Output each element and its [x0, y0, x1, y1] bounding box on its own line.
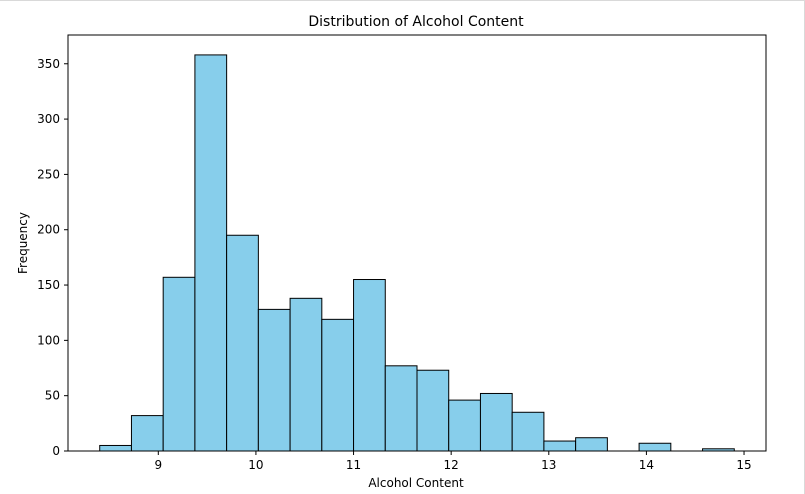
x-axis-ticks: 9 10 11 12 13 14 15	[154, 451, 752, 472]
y-axis-label: Frequency	[16, 212, 30, 274]
x-tick-label: 9	[154, 458, 162, 472]
y-tick-label: 250	[37, 167, 60, 181]
histogram-bar	[226, 234, 259, 452]
y-tick-label: 150	[37, 278, 60, 292]
x-tick-label: 12	[444, 458, 459, 472]
x-tick-label: 14	[639, 458, 654, 472]
histogram-bar	[479, 392, 513, 452]
histogram-bar	[257, 308, 291, 452]
histogram-bar	[543, 440, 577, 452]
histogram-bar	[511, 411, 545, 452]
histogram-bar	[162, 276, 196, 452]
x-tick-label: 15	[736, 458, 751, 472]
x-tick-label: 13	[541, 458, 556, 472]
histogram-bar	[353, 279, 386, 452]
histogram-bar	[194, 54, 228, 452]
histogram-bar	[99, 444, 132, 452]
histogram-bar	[130, 415, 164, 452]
x-tick-label: 10	[248, 458, 263, 472]
histogram-bar	[384, 365, 418, 452]
histogram-bar	[575, 437, 608, 452]
x-axis-label: Alcohol Content	[368, 476, 464, 490]
chart-title: Distribution of Alcohol Content	[308, 14, 524, 30]
histogram-bar	[416, 369, 450, 452]
y-tick-label: 0	[52, 444, 60, 458]
y-tick-label: 50	[45, 389, 60, 403]
y-tick-label: 200	[37, 223, 60, 237]
y-tick-label: 350	[37, 57, 60, 71]
histogram-bar	[448, 399, 481, 452]
histogram-bar	[289, 297, 323, 452]
top-border	[0, 0, 805, 1]
plot-frame	[67, 34, 767, 452]
histogram-bar	[638, 442, 672, 452]
y-axis-ticks: 0 50 100 150 200 250 300 350	[37, 57, 68, 458]
y-tick-label: 300	[37, 112, 60, 126]
x-tick-label: 11	[346, 458, 361, 472]
histogram-bar	[321, 318, 355, 452]
y-tick-label: 100	[37, 333, 60, 347]
bars-group	[99, 54, 735, 452]
